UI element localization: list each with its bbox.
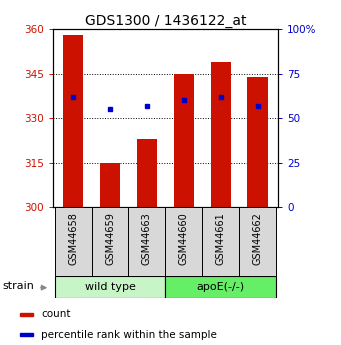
Bar <box>63 35 83 207</box>
Text: count: count <box>41 309 71 319</box>
Text: strain: strain <box>3 281 34 291</box>
Text: GSM44659: GSM44659 <box>105 213 115 265</box>
Bar <box>100 162 120 207</box>
Text: percentile rank within the sample: percentile rank within the sample <box>41 330 217 340</box>
Bar <box>55 207 92 276</box>
Bar <box>165 207 202 276</box>
Bar <box>20 313 33 316</box>
Title: GDS1300 / 1436122_at: GDS1300 / 1436122_at <box>85 14 246 28</box>
Bar <box>248 77 268 207</box>
Bar <box>165 276 276 298</box>
Bar <box>20 333 33 336</box>
Bar <box>239 207 276 276</box>
Text: GSM44661: GSM44661 <box>216 213 226 265</box>
Text: GSM44660: GSM44660 <box>179 213 189 265</box>
Bar <box>55 276 165 298</box>
Bar <box>137 139 157 207</box>
Text: GSM44658: GSM44658 <box>68 213 78 265</box>
Text: GSM44662: GSM44662 <box>253 213 263 265</box>
Bar <box>129 207 165 276</box>
Bar <box>202 207 239 276</box>
Text: GSM44663: GSM44663 <box>142 213 152 265</box>
Bar <box>211 62 231 207</box>
Bar <box>92 207 129 276</box>
Bar <box>174 74 194 207</box>
Text: wild type: wild type <box>85 282 135 292</box>
Text: apoE(-/-): apoE(-/-) <box>197 282 245 292</box>
